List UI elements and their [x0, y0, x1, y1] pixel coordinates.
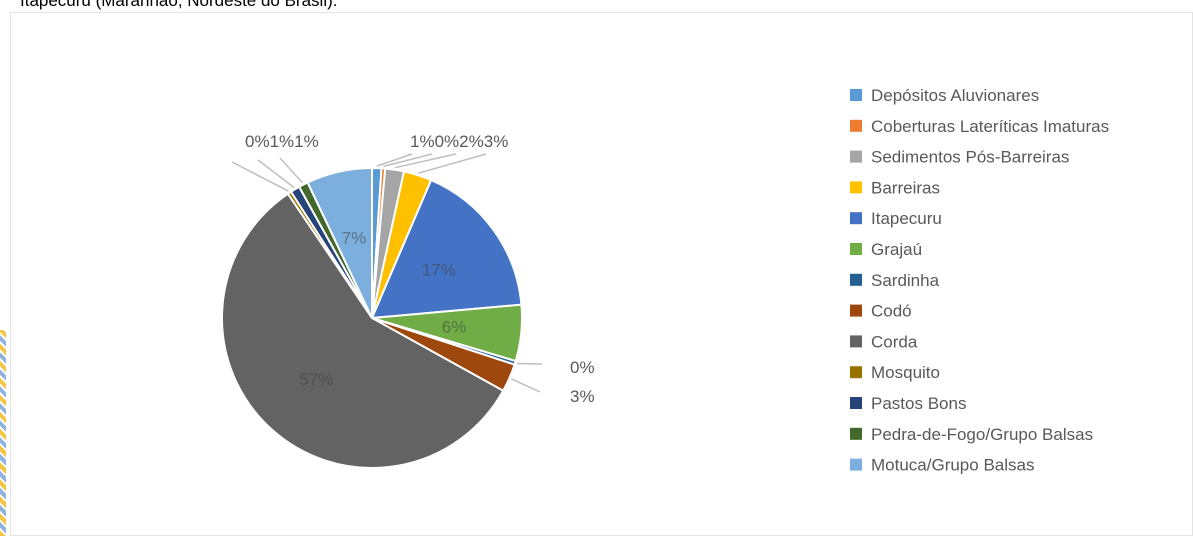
pie-chart: 17% 6% 57% 7% 1%0%2%3% 0%1%1% 0% 3% Depósitos A…	[10, 12, 1193, 536]
legend-swatch-pastos-bons	[850, 397, 862, 409]
legend-label-itapecuru: Itapecuru	[871, 209, 942, 228]
legend-swatch-coberturas-lateriticas-imaturas	[850, 119, 862, 132]
data-label-coberturas-lateriticas-imaturas: 0%	[435, 132, 460, 151]
pie-slice-itapecuru	[370, 178, 523, 320]
legend-swatch-sardinha	[850, 273, 862, 286]
legend-swatch-codo	[850, 304, 862, 317]
legend-label-sardinha: Sardinha	[871, 271, 940, 290]
data-labels-top-right: 1%0%2%3%	[410, 132, 508, 151]
legend-swatch-mosquito	[850, 366, 862, 379]
data-label-sardinha: 0%	[570, 358, 595, 377]
leader-line-sardinha	[516, 362, 543, 365]
legend-label-motuca-grupo-balsas: Motuca/Grupo Balsas	[871, 456, 1034, 475]
data-label-barreiras: 3%	[484, 132, 509, 151]
pie-chart-svg: 17%6%57%7%1%0%2%3%0%1%1%0%3% Depósitos A…	[10, 12, 1193, 536]
data-labels-top-left: 0%1%1%	[245, 132, 319, 151]
leader-line-sedimentos-pos-barreiras	[394, 153, 457, 169]
legend-label-pedra-de-fogo-grupo-balsas: Pedra-de-Fogo/Grupo Balsas	[871, 425, 1093, 444]
legend-label-mosquito: Mosquito	[871, 363, 940, 382]
legend-swatch-motuca-grupo-balsas	[850, 458, 862, 471]
figure-caption: Itapecuru (Maranhão, Nordeste do Brasil)…	[20, 0, 338, 10]
leader-lines	[231, 153, 543, 393]
legend-label-coberturas-lateriticas-imaturas: Coberturas Lateríticas Imaturas	[871, 117, 1109, 136]
decorative-stripe	[0, 330, 6, 536]
data-label-depositos-aluvionares: 1%	[410, 132, 435, 151]
legend-swatch-barreiras	[850, 181, 862, 194]
pie-slice-corda	[221, 192, 505, 469]
legend-swatch-pedra-de-fogo-grupo-balsas	[850, 427, 862, 440]
legend-swatch-itapecuru	[850, 212, 862, 225]
legend-label-grajau: Grajaú	[871, 240, 922, 259]
legend-label-depositos-aluvionares: Depósitos Aluvionares	[871, 86, 1039, 105]
legend-label-codo: Codó	[871, 302, 912, 321]
leader-line-barreiras	[418, 153, 487, 174]
leader-line-depositos-aluvionares	[376, 153, 413, 167]
legend-swatch-grajau	[850, 243, 862, 255]
data-label-motuca-grupo-balsas: 7%	[342, 229, 367, 248]
leader-line-codo	[510, 378, 541, 393]
chart-frame	[10, 12, 1193, 536]
leader-line-coberturas-lateriticas-imaturas	[383, 153, 433, 168]
data-label-corda: 57%	[299, 370, 333, 389]
legend-label-pastos-bons: Pastos Bons	[871, 394, 966, 413]
data-label-grajau: 6%	[442, 317, 467, 336]
legend: Depósitos Aluvionares Coberturas Lateríti…	[850, 86, 1109, 475]
data-label-sedimentos-pos-barreiras: 2%	[459, 132, 484, 151]
data-label-mosquito: 0%	[245, 132, 270, 151]
data-label-pastos-bons: 1%	[270, 132, 295, 151]
legend-swatch-depositos-aluvionares	[850, 89, 862, 101]
legend-label-sedimentos-pos-barreiras: Sedimentos Pós-Barreiras	[871, 148, 1069, 167]
pie-slices	[221, 166, 523, 469]
legend-label-corda: Corda	[871, 332, 918, 351]
legend-swatch-sedimentos-pos-barreiras	[850, 150, 862, 163]
data-label-codo: 3%	[570, 387, 595, 406]
leader-line-pedra-de-fogo-grupo-balsas	[279, 157, 304, 184]
data-labels: 17%6%57%7%1%0%2%3%0%1%1%0%3%	[245, 132, 595, 406]
legend-label-barreiras: Barreiras	[871, 178, 940, 197]
leader-line-pastos-bons	[257, 159, 295, 189]
pie-slice-motuca-grupo-balsas	[306, 166, 373, 319]
leader-line-mosquito	[231, 161, 289, 192]
data-label-pedra-de-fogo-grupo-balsas: 1%	[294, 132, 319, 151]
legend-swatch-corda	[850, 335, 862, 348]
data-label-itapecuru: 17%	[422, 261, 456, 280]
